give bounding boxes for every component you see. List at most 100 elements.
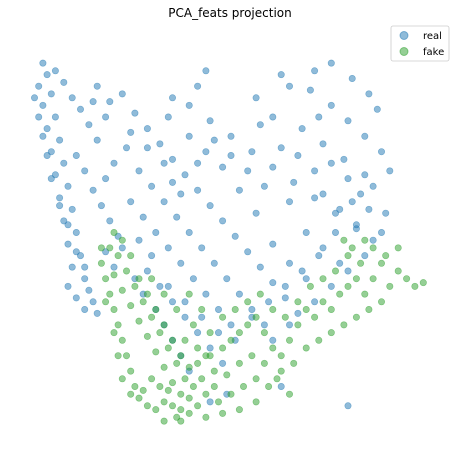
point-real — [110, 263, 118, 271]
point-fake — [118, 236, 126, 244]
point-fake — [156, 382, 164, 390]
point-real — [294, 309, 302, 317]
point-real — [319, 190, 327, 198]
point-real — [269, 113, 277, 121]
point-fake — [348, 244, 356, 252]
point-real — [169, 94, 177, 102]
point-fake — [344, 252, 352, 260]
point-real — [93, 82, 101, 90]
point-real — [127, 128, 135, 136]
point-real — [72, 152, 80, 160]
point-real — [269, 279, 277, 287]
point-real — [202, 290, 210, 298]
point-real — [227, 321, 235, 329]
point-fake — [106, 244, 114, 252]
point-real — [160, 159, 168, 167]
point-fake — [173, 359, 181, 367]
point-real — [210, 259, 218, 267]
point-fake — [139, 386, 147, 394]
point-fake — [131, 382, 139, 390]
point-real — [219, 163, 227, 171]
point-fake — [227, 336, 235, 344]
point-real — [35, 82, 43, 90]
point-real — [235, 186, 243, 194]
point-real — [185, 132, 193, 140]
point-real — [89, 98, 97, 106]
point-real — [344, 175, 352, 183]
point-fake — [219, 313, 227, 321]
point-fake — [160, 290, 168, 298]
point-fake — [215, 398, 223, 406]
point-real — [93, 136, 101, 144]
point-fake — [227, 390, 235, 398]
point-fake — [235, 406, 243, 414]
point-real — [194, 186, 202, 194]
point-real — [169, 178, 177, 186]
point-fake — [143, 402, 151, 410]
point-fake — [294, 321, 302, 329]
legend-label-real: real — [423, 31, 442, 42]
point-real — [373, 105, 381, 113]
point-real — [361, 252, 369, 260]
point-fake — [202, 413, 210, 421]
point-fake — [273, 375, 281, 383]
series-fake — [97, 229, 427, 425]
point-real — [327, 282, 335, 290]
point-real — [340, 155, 348, 163]
point-real — [219, 217, 227, 225]
point-fake — [185, 394, 193, 402]
point-fake — [327, 329, 335, 337]
point-real — [344, 117, 352, 125]
point-fake — [248, 352, 256, 360]
point-real — [56, 136, 64, 144]
point-real — [206, 344, 214, 352]
point-fake — [118, 286, 126, 294]
point-fake — [169, 336, 177, 344]
point-real — [43, 71, 51, 79]
point-real — [143, 125, 151, 133]
point-real — [60, 78, 68, 86]
point-real — [194, 329, 202, 337]
point-fake — [377, 298, 385, 306]
point-fake — [114, 252, 122, 260]
point-fake — [223, 371, 231, 379]
point-fake — [160, 398, 168, 406]
point-fake — [118, 375, 126, 383]
point-fake — [361, 290, 369, 298]
point-fake — [260, 329, 268, 337]
point-real — [47, 175, 55, 183]
point-real — [68, 205, 76, 213]
plot-area — [30, 59, 427, 425]
point-real — [369, 236, 377, 244]
point-real — [185, 229, 193, 237]
point-real — [352, 221, 360, 229]
point-real — [72, 248, 80, 256]
point-real — [302, 275, 310, 283]
point-fake — [419, 279, 427, 287]
point-real — [64, 282, 72, 290]
point-fake — [277, 352, 285, 360]
point-real — [89, 298, 97, 306]
point-fake — [139, 298, 147, 306]
legend-marker-real — [399, 31, 409, 40]
point-fake — [302, 344, 310, 352]
point-real — [256, 121, 264, 129]
point-real — [260, 182, 268, 190]
point-real — [156, 282, 164, 290]
point-fake — [290, 359, 298, 367]
point-fake — [277, 367, 285, 375]
point-fake — [194, 359, 202, 367]
point-fake — [97, 259, 105, 267]
point-fake — [260, 359, 268, 367]
point-fake — [382, 252, 390, 260]
point-fake — [256, 290, 264, 298]
point-fake — [269, 305, 277, 313]
point-real — [81, 275, 89, 283]
point-real — [68, 94, 76, 102]
point-real — [64, 221, 72, 229]
point-fake — [340, 236, 348, 244]
series-real — [30, 59, 394, 410]
point-fake — [265, 382, 273, 390]
point-real — [81, 305, 89, 313]
point-fake — [210, 382, 218, 390]
